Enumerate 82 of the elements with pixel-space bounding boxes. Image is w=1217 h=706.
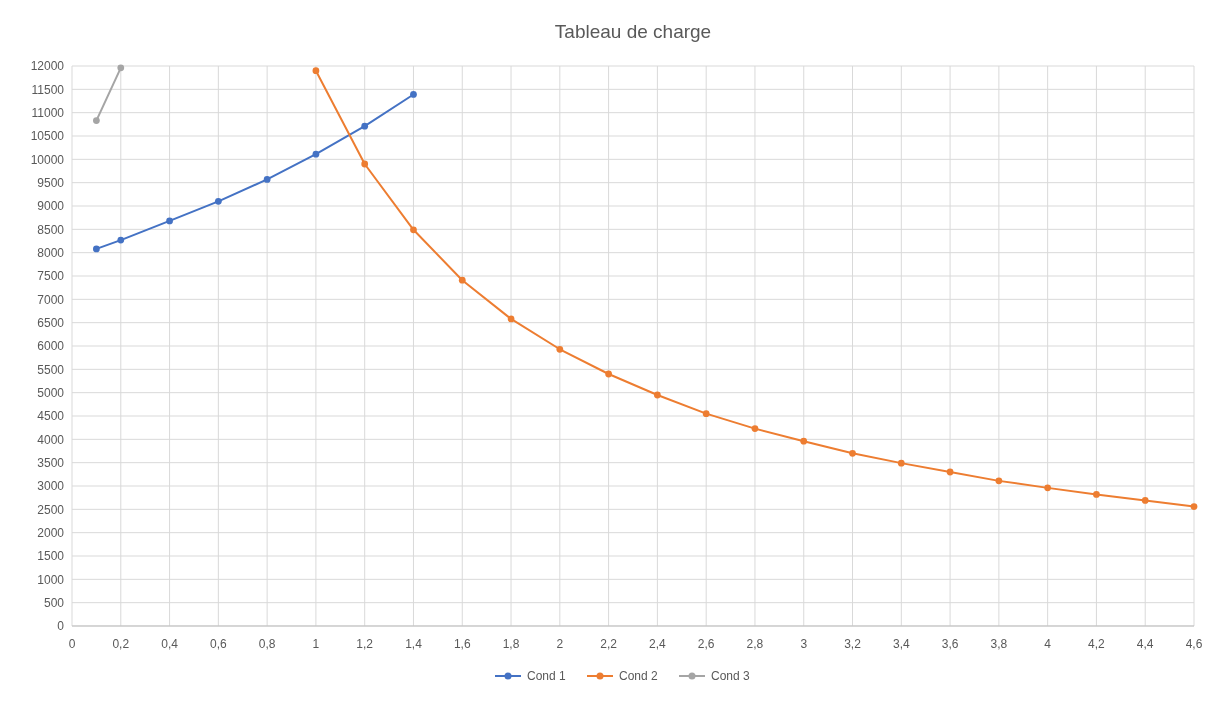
y-tick-label: 3000 <box>37 479 65 494</box>
x-tick-label: 1,8 <box>502 637 520 651</box>
x-tick-label: 2,6 <box>697 637 715 651</box>
point <box>263 176 271 183</box>
legend-label: Cond 1 <box>527 669 567 684</box>
point <box>654 391 661 399</box>
point <box>1093 491 1100 498</box>
y-tick-label: 10500 <box>30 129 65 144</box>
x-tick-label: 3,6 <box>941 637 959 651</box>
x-tick-label: 2 <box>556 637 564 651</box>
y-tick-label: 8500 <box>37 222 65 237</box>
y-tick-label: 2500 <box>37 502 65 517</box>
y-tick-label: 1500 <box>37 549 65 564</box>
point <box>507 315 515 323</box>
point <box>849 449 856 457</box>
x-tick-label: 1,6 <box>453 637 471 651</box>
x-tick-label: 4,6 <box>1185 637 1203 651</box>
point <box>410 91 417 98</box>
y-tick-label: 500 <box>43 595 65 610</box>
x-tick-label: 3,8 <box>990 637 1008 651</box>
point <box>995 477 1003 485</box>
point <box>93 117 100 124</box>
point <box>897 459 905 467</box>
y-tick-label: 9500 <box>37 175 65 190</box>
point <box>361 122 369 130</box>
y-tick-label: 11500 <box>31 82 65 97</box>
point <box>117 236 125 244</box>
y-tick-label: 8000 <box>37 245 65 260</box>
point <box>361 160 369 168</box>
x-tick-label: 2,2 <box>600 637 618 651</box>
y-tick-label: 12000 <box>30 59 65 74</box>
point <box>1044 484 1052 492</box>
point <box>751 425 759 432</box>
y-tick-label: 6000 <box>37 339 65 354</box>
y-tick-label: 4500 <box>37 409 65 424</box>
x-tick-label: 3,2 <box>844 637 862 651</box>
point <box>800 437 808 445</box>
point <box>166 217 173 225</box>
y-tick-label: 11000 <box>31 105 65 120</box>
x-tick-label: 2,8 <box>746 637 764 651</box>
x-tick-label: 1 <box>312 637 320 651</box>
y-tick-label: 1000 <box>37 572 65 587</box>
x-tick-label: 1,2 <box>356 637 374 651</box>
point <box>605 370 612 378</box>
y-tick-label: 9000 <box>37 199 65 214</box>
chart-title: Tableau de charge <box>554 21 712 42</box>
x-tick-label: 0,2 <box>112 637 130 651</box>
y-tick-label: 3500 <box>37 455 65 470</box>
point <box>214 197 222 205</box>
y-tick-label: 6500 <box>37 315 65 330</box>
point <box>1141 497 1149 504</box>
point <box>1190 503 1198 510</box>
y-tick-label: 5000 <box>37 385 65 400</box>
x-tick-label: 4,2 <box>1088 637 1106 651</box>
x-tick-label: 0,8 <box>258 637 276 651</box>
point <box>946 468 954 476</box>
x-tick-label: 4 <box>1044 637 1052 651</box>
legend-label: Cond 2 <box>619 669 659 684</box>
y-tick-label: 0 <box>57 619 65 634</box>
x-tick-label: 3 <box>800 637 808 651</box>
y-tick-label: 10000 <box>30 152 65 167</box>
x-tick-label: 1,4 <box>405 637 423 651</box>
x-tick-label: 0,4 <box>161 637 179 651</box>
y-tick-label: 7000 <box>37 292 65 307</box>
point <box>702 410 710 418</box>
y-tick-label: 2000 <box>37 525 65 540</box>
x-tick-label: 0,6 <box>210 637 228 651</box>
x-tick-label: 3,4 <box>892 637 910 651</box>
point <box>556 345 564 353</box>
legend-label: Cond 3 <box>711 669 751 684</box>
y-tick-label: 5500 <box>37 362 65 377</box>
point <box>312 150 320 158</box>
x-tick-label: 0 <box>68 637 76 651</box>
point <box>93 245 100 253</box>
point <box>117 64 125 72</box>
point <box>410 226 417 234</box>
point <box>312 67 320 75</box>
x-tick-label: 4,4 <box>1136 637 1154 651</box>
x-tick-label: 2,4 <box>649 637 667 651</box>
y-tick-label: 7500 <box>37 269 65 284</box>
point <box>458 276 466 284</box>
y-tick-label: 4000 <box>37 432 65 447</box>
